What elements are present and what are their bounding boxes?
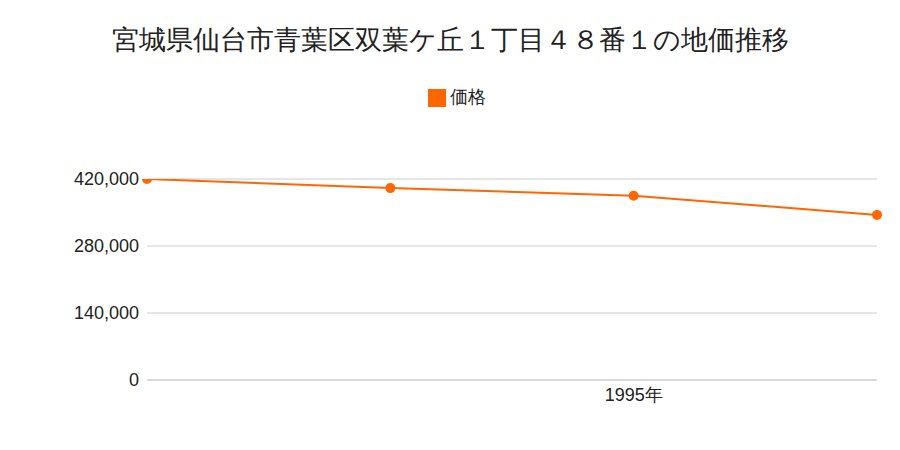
svg-text:0: 0	[129, 370, 139, 390]
html-text:価格: 価格	[450, 87, 486, 107]
svg-text:420,000: 420,000	[74, 169, 139, 189]
svg-text:1995年: 1995年	[605, 385, 663, 405]
html-text:宮城県仙台市青葉区双葉ケ丘１丁目４８番１の地価推移: 宮城県仙台市青葉区双葉ケ丘１丁目４８番１の地価推移	[111, 25, 789, 55]
svg-text:140,000: 140,000	[74, 303, 139, 323]
svg-text:280,000: 280,000	[74, 236, 139, 256]
